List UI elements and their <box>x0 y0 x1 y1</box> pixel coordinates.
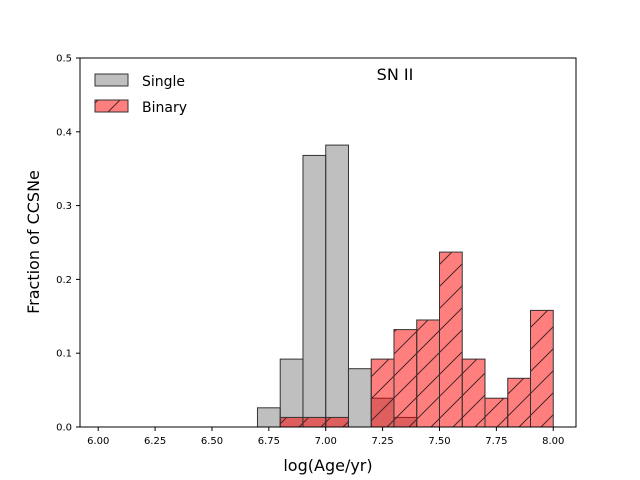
x-axis-ticks: 6.00 6.25 6.50 6.75 7.00 7.25 7.50 7.75 8.00 <box>87 427 564 447</box>
binary-bar-hatch-5 <box>416 319 440 427</box>
y-tick-label: 0.4 <box>56 127 72 138</box>
binary-bar-hatch-7 <box>462 359 485 427</box>
plot-frame <box>79 57 577 428</box>
binary-bar-hatch-10 <box>530 310 554 427</box>
single-bar-4 <box>347 368 372 428</box>
binary-bar-hatch-8 <box>484 398 508 427</box>
y-tick-label: 0.1 <box>56 349 72 360</box>
single-series-bars <box>256 144 418 428</box>
x-tick-label: 6.25 <box>144 436 166 447</box>
y-tick-label: 0.2 <box>56 275 72 286</box>
y-tick-label: 0.5 <box>56 54 72 65</box>
x-tick-label: 6.75 <box>258 436 280 447</box>
y-axis-label: Fraction of CCSNe <box>24 170 43 314</box>
y-axis-ticks: 0.0 0.1 0.2 0.3 0.4 0.5 <box>56 54 80 434</box>
y-tick-label: 0.0 <box>56 423 72 434</box>
legend-swatch-single <box>94 73 129 87</box>
binary-bar-hatch-2 <box>325 417 349 427</box>
binary-bar-hatch-4 <box>393 329 417 427</box>
binary-series-bars <box>279 251 554 428</box>
binary-bar-hatch-9 <box>507 378 531 427</box>
single-bar-3 <box>325 144 349 428</box>
binary-bar-hatch-1 <box>302 417 326 427</box>
x-tick-label: 7.75 <box>485 436 507 447</box>
single-bar-1 <box>279 358 304 428</box>
x-tick-label: 7.50 <box>428 436 450 447</box>
x-tick-label: 7.00 <box>315 436 337 447</box>
legend-label-single: Single <box>142 74 185 90</box>
binary-bar-hatch-3 <box>371 359 394 427</box>
x-tick-label: 6.50 <box>201 436 223 447</box>
legend: Single Binary <box>94 73 187 116</box>
x-tick-label: 8.00 <box>542 436 564 447</box>
legend-swatch-binary-hatch <box>95 100 128 112</box>
x-tick-label: 7.25 <box>371 436 393 447</box>
y-tick-label: 0.3 <box>56 201 72 212</box>
chart-title: SN II <box>377 65 414 84</box>
legend-label-binary: Binary <box>142 100 187 116</box>
binary-bar-hatch-6 <box>439 252 463 427</box>
single-bar-2 <box>302 154 327 428</box>
single-bar-0 <box>256 407 281 428</box>
x-axis-label: log(Age/yr) <box>283 456 372 475</box>
x-tick-label: 6.00 <box>87 436 109 447</box>
binary-bar-hatch-0 <box>280 417 303 427</box>
